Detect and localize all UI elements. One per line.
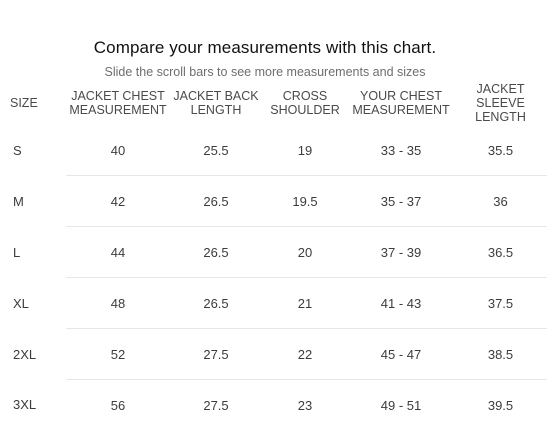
your-chest-cell: 33 - 35 [380, 142, 422, 158]
your-chest-cell: 37 - 39 [348, 226, 454, 278]
cross-shoulder-cell: 23 [262, 379, 348, 430]
jacket-chest-cell: 48 [66, 277, 170, 329]
sleeve-length-cell: 36.5 [454, 226, 547, 278]
jacket-chest-cell: 56 [66, 379, 170, 430]
chart-title: Compare your measurements with this char… [93, 38, 437, 57]
table-row: S 40 25.5 19 33 - 35 35.5 [0, 125, 547, 176]
sleeve-length-cell: 35.5 [487, 142, 514, 158]
column-header-cross-shoulder: CROSS SHOULDER [270, 88, 340, 117]
your-chest-cell: 49 - 51 [348, 379, 454, 430]
size-cell: L [13, 244, 21, 260]
size-chart-scroll-area[interactable]: SIZE JACKET CHEST MEASUREMENT JACKET BAC… [0, 80, 559, 444]
your-chest-cell: 41 - 43 [348, 277, 454, 329]
size-cell: S [13, 142, 22, 158]
column-header-size: SIZE [10, 95, 38, 110]
table-row: XL 48 26.5 21 41 - 43 37.5 [0, 277, 547, 329]
cross-shoulder-cell: 21 [262, 277, 348, 329]
column-header-your-chest: YOUR CHEST MEASUREMENT [352, 88, 450, 117]
sleeve-length-cell: 36 [454, 175, 547, 227]
table-row: L 44 26.5 20 37 - 39 36.5 [0, 226, 547, 278]
column-header-jacket-back-length: JACKET BACK LENGTH [173, 88, 259, 117]
size-cell: M [13, 193, 24, 209]
column-header-jacket-sleeve-length: JACKET SLEEVE LENGTH [475, 81, 526, 124]
table-row: M 42 26.5 19.5 35 - 37 36 [0, 175, 547, 227]
jacket-chest-cell: 40 [110, 142, 126, 158]
jacket-back-length-cell: 26.5 [170, 277, 262, 329]
table-row: 3XL 56 27.5 23 49 - 51 39.5 [0, 379, 547, 430]
size-cell: XL [13, 295, 29, 311]
cross-shoulder-cell: 20 [262, 226, 348, 278]
cross-shoulder-cell: 19 [297, 142, 313, 158]
your-chest-cell: 45 - 47 [348, 328, 454, 380]
jacket-chest-cell: 52 [66, 328, 170, 380]
cross-shoulder-cell: 19.5 [262, 175, 348, 227]
jacket-back-length-cell: 27.5 [170, 328, 262, 380]
cross-shoulder-cell: 22 [262, 328, 348, 380]
your-chest-cell: 35 - 37 [348, 175, 454, 227]
jacket-back-length-cell: 25.5 [203, 142, 229, 158]
sleeve-length-cell: 37.5 [454, 277, 547, 329]
size-cell: 3XL [13, 397, 37, 413]
size-cell: 2XL [13, 346, 37, 362]
sleeve-length-cell: 38.5 [454, 328, 547, 380]
jacket-back-length-cell: 26.5 [170, 175, 262, 227]
column-header-jacket-chest: JACKET CHEST MEASUREMENT [69, 88, 167, 117]
jacket-back-length-cell: 26.5 [170, 226, 262, 278]
size-chart-table: SIZE JACKET CHEST MEASUREMENT JACKET BAC… [0, 80, 547, 430]
sleeve-length-cell: 39.5 [454, 379, 547, 430]
jacket-back-length-cell: 27.5 [170, 379, 262, 430]
table-header-row: SIZE JACKET CHEST MEASUREMENT JACKET BAC… [0, 80, 547, 125]
chart-subtitle: Slide the scroll bars to see more measur… [104, 65, 426, 79]
table-row: 2XL 52 27.5 22 45 - 47 38.5 [0, 328, 547, 380]
jacket-chest-cell: 44 [66, 226, 170, 278]
jacket-chest-cell: 42 [66, 175, 170, 227]
